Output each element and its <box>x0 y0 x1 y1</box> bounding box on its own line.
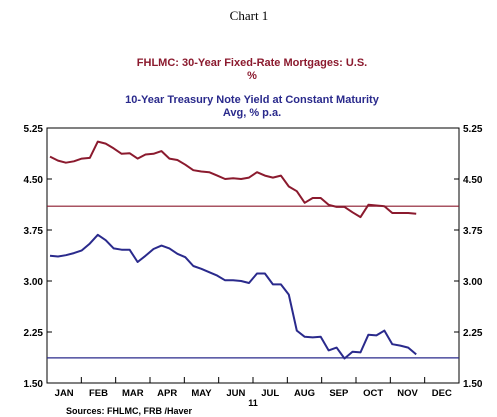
y-tick-label-left-3: 3.00 <box>24 277 44 288</box>
year-label: 11 <box>248 398 258 408</box>
y-tick-label-left-2: 3.75 <box>24 226 44 237</box>
legend-entry-treasury-line2: Avg, % p.a. <box>223 107 281 119</box>
x-tick-label-may: MAY <box>191 388 212 399</box>
x-tick-label-sep: SEP <box>329 388 349 399</box>
x-tick-label-oct: OCT <box>363 388 383 399</box>
y-tick-label-left-1: 4.50 <box>24 175 44 186</box>
y-tick-label-right-2: 3.75 <box>463 226 483 237</box>
series-1-line <box>49 233 417 360</box>
y-tick-label-right-1: 4.50 <box>463 175 483 186</box>
y-tick-label-left-0: 5.25 <box>24 124 44 135</box>
x-tick-label-feb: FEB <box>89 388 108 399</box>
x-tick-label-aug: AUG <box>294 388 315 399</box>
y-tick-label-right-4: 2.25 <box>463 328 483 339</box>
x-tick-label-mar: MAR <box>122 388 144 399</box>
y-tick-label-left-5: 1.50 <box>24 379 44 390</box>
x-tick-label-nov: NOV <box>397 388 418 399</box>
plot-area: 5.25 5.25 4.50 4.50 3.75 3.75 3.00 3.00 2.25 2.25… <box>24 124 483 399</box>
x-tick-label-dec: DEC <box>432 388 452 399</box>
x-tick-label-jan: JAN <box>55 388 74 399</box>
legend-entry-mortgage-line1: FHLMC: 30-Year Fixed-Rate Mortgages: U.S… <box>137 57 367 69</box>
y-tick-label-right-3: 3.00 <box>463 277 483 288</box>
source-note: Sources: FHLMC, FRB /Haver <box>66 406 193 416</box>
x-tick-label-apr: APR <box>157 388 177 399</box>
x-tick-label-jul: JUL <box>261 388 279 399</box>
legend-entry-mortgage-line2: % <box>247 70 257 82</box>
chart-label: Chart 1 <box>230 8 269 23</box>
y-tick-label-right-5: 1.50 <box>463 379 483 390</box>
series-0-line <box>49 140 417 219</box>
y-tick-label-right-0: 5.25 <box>463 124 483 135</box>
legend-entry-treasury-line1: 10-Year Treasury Note Yield at Constant … <box>125 94 380 106</box>
x-tick-label-jun: JUN <box>226 388 245 399</box>
y-tick-label-left-4: 2.25 <box>24 328 44 339</box>
